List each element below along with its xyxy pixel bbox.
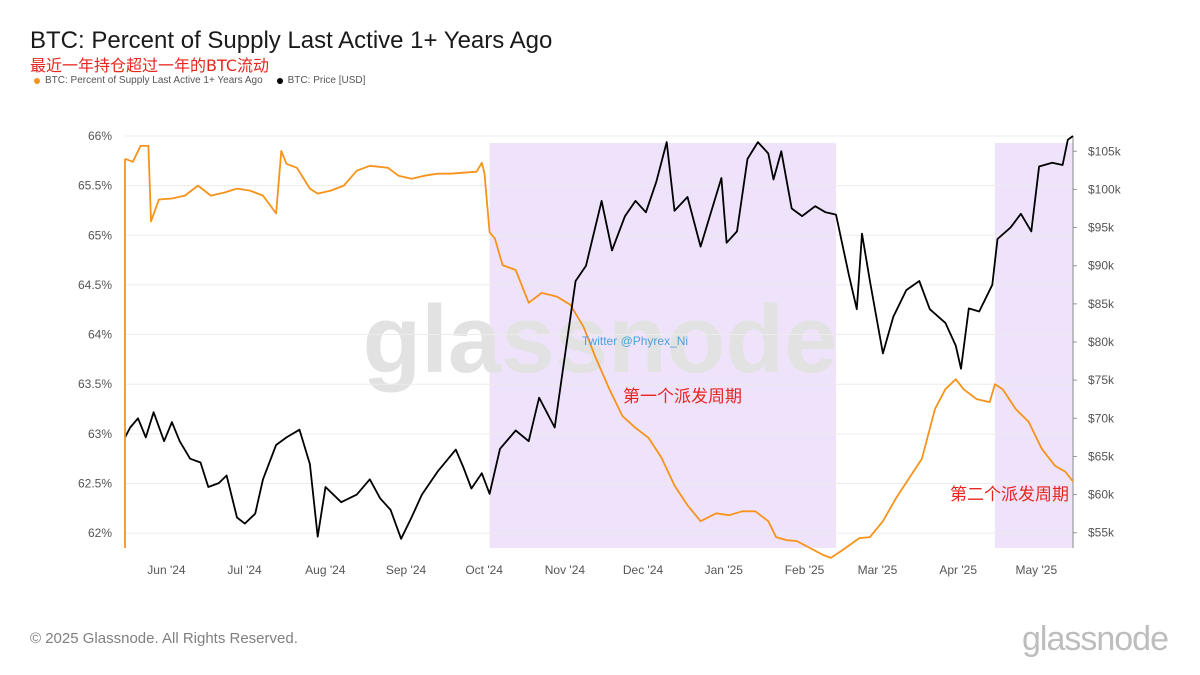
x-tick-label-7: Jan '25 bbox=[705, 563, 744, 577]
left-tick-label-1: 65.5% bbox=[78, 179, 112, 193]
right-tick-label-8: $65k bbox=[1088, 449, 1115, 463]
brand-logo: glassnode bbox=[1021, 620, 1169, 658]
legend: BTC: Percent of Supply Last Active 1+ Ye… bbox=[34, 75, 365, 86]
left-tick-label-8: 62% bbox=[88, 526, 112, 540]
grid-lines bbox=[125, 135, 1073, 534]
x-tick-label-1: Jul '24 bbox=[227, 563, 262, 577]
x-tick-label-6: Dec '24 bbox=[623, 563, 664, 577]
x-tick-label-0: Jun '24 bbox=[147, 563, 186, 577]
chart-subtitle: 最近一年持仓超过一年的BTC流动 bbox=[30, 56, 269, 75]
left-tick-label-4: 64% bbox=[88, 328, 112, 342]
legend-label-price: BTC: Price [USD] bbox=[287, 75, 366, 86]
left-tick-label-7: 62.5% bbox=[78, 476, 112, 490]
right-tick-label-10: $55k bbox=[1088, 526, 1115, 540]
x-tick-label-3: Sep '24 bbox=[386, 563, 427, 577]
annotation-first-cycle: 第一个派发周期 bbox=[623, 387, 742, 407]
series-lines bbox=[124, 135, 1074, 559]
x-tick-label-10: Apr '25 bbox=[939, 563, 977, 577]
right-tick-label-5: $80k bbox=[1088, 335, 1115, 349]
legend-item-price[interactable]: BTC: Price [USD] bbox=[276, 75, 366, 86]
right-tick-label-1: $100k bbox=[1088, 182, 1122, 196]
right-tick-label-3: $90k bbox=[1088, 259, 1115, 273]
x-tick-label-8: Feb '25 bbox=[785, 563, 825, 577]
series-line-supply bbox=[124, 145, 1074, 559]
chart-area: glassnode 66% 65.5% 65% 64.5% 64% 63.5% 63% 62.… bbox=[78, 129, 1122, 577]
watermark: glassnode bbox=[363, 286, 838, 393]
copyright-footer: © 2025 Glassnode. All Rights Reserved. bbox=[30, 630, 298, 647]
legend-swatch-supply bbox=[34, 77, 40, 84]
right-tick-label-4: $85k bbox=[1088, 297, 1115, 311]
twitter-handle: Twitter @Phyrex_Ni bbox=[582, 334, 688, 348]
left-tick-label-2: 65% bbox=[88, 228, 112, 242]
x-tick-label-2: Aug '24 bbox=[305, 563, 346, 577]
chart-title: BTC: Percent of Supply Last Active 1+ Ye… bbox=[30, 27, 553, 54]
left-tick-label-6: 63% bbox=[88, 427, 112, 441]
x-tick-label-4: Oct '24 bbox=[465, 563, 503, 577]
legend-swatch-price bbox=[276, 77, 283, 84]
shaded-period-1 bbox=[489, 143, 836, 548]
left-tick-label-5: 63.5% bbox=[78, 377, 112, 391]
right-tick-label-6: $75k bbox=[1088, 373, 1115, 387]
left-tick-label-3: 64.5% bbox=[78, 278, 112, 292]
right-tick-label-7: $70k bbox=[1088, 411, 1115, 425]
right-tick-label-9: $60k bbox=[1088, 488, 1115, 502]
legend-label-supply: BTC: Percent of Supply Last Active 1+ Ye… bbox=[45, 75, 263, 86]
legend-item-supply[interactable]: BTC: Percent of Supply Last Active 1+ Ye… bbox=[34, 75, 263, 86]
left-tick-label-0: 66% bbox=[88, 129, 112, 143]
series-line-price bbox=[124, 135, 1074, 540]
x-tick-label-11: May '25 bbox=[1015, 563, 1057, 577]
right-tick-label-2: $95k bbox=[1088, 221, 1115, 235]
annotation-second-cycle: 第二个派发周期 bbox=[950, 485, 1069, 505]
x-tick-label-9: Mar '25 bbox=[858, 563, 898, 577]
x-tick-label-5: Nov '24 bbox=[545, 563, 586, 577]
right-tick-label-0: $105k bbox=[1088, 144, 1122, 158]
axes: 66% 65.5% 65% 64.5% 64% 63.5% 63% 62.5% 62% $105k… bbox=[78, 129, 1122, 577]
